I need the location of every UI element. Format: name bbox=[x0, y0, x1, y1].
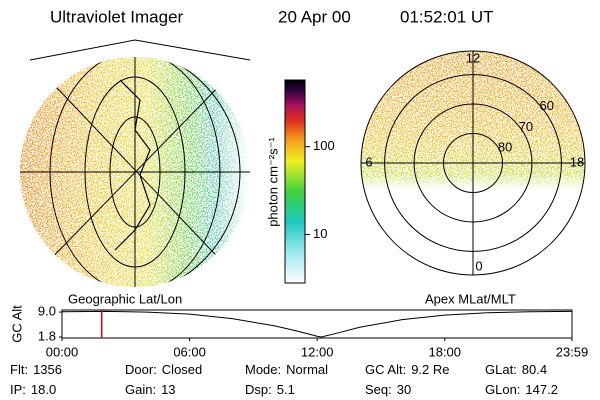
info-field: Mode: Normal bbox=[245, 362, 328, 377]
field-value: Normal bbox=[286, 362, 328, 377]
geo-grid bbox=[20, 57, 250, 287]
info-field: GLat: 80.4 bbox=[485, 362, 547, 377]
y-tick-label: 1.8 bbox=[38, 328, 56, 343]
field-label: Gain: bbox=[125, 382, 156, 397]
field-label: GLon: bbox=[485, 382, 520, 397]
y-label: GC Alt bbox=[9, 305, 24, 343]
mlt-label: 0 bbox=[475, 258, 482, 273]
field-value: 13 bbox=[161, 382, 175, 397]
info-field: GC Alt: 9.2 Re bbox=[365, 362, 450, 377]
colorbar: photon cm⁻²s⁻¹ 10 100 bbox=[265, 79, 335, 284]
field-value: 147.2 bbox=[525, 382, 558, 397]
field-value: 18.0 bbox=[31, 382, 56, 397]
colorbar-tick-label: 10 bbox=[313, 226, 327, 241]
info-field: IP: 18.0 bbox=[10, 382, 56, 397]
field-value: 5.1 bbox=[277, 382, 295, 397]
mlt-label: 18 bbox=[570, 154, 584, 169]
field-value: Closed bbox=[162, 362, 202, 377]
field-label: Flt: bbox=[10, 362, 28, 377]
earth-image bbox=[20, 39, 251, 287]
info-field: Seq: 30 bbox=[365, 382, 411, 397]
field-value: 9.2 Re bbox=[411, 362, 449, 377]
x-tick-label: 00:00 bbox=[46, 344, 79, 359]
info-field: Flt: 1356 bbox=[10, 362, 62, 377]
x-tick-label: 23:59 bbox=[556, 344, 589, 359]
field-label: Dsp: bbox=[245, 382, 272, 397]
colorbar-ramp bbox=[284, 79, 306, 284]
info-field: GLon: 147.2 bbox=[485, 382, 558, 397]
info-field: Door: Closed bbox=[125, 362, 202, 377]
field-label: GLat: bbox=[485, 362, 517, 377]
right-label: Apex MLat/MLT bbox=[425, 291, 516, 306]
field-value: 1356 bbox=[33, 362, 62, 377]
left-label: Geographic Lat/Lon bbox=[68, 291, 182, 306]
colorbar-label: photon cm⁻²s⁻¹ bbox=[265, 137, 280, 227]
y-tick-label: 9.0 bbox=[38, 304, 56, 319]
info-field: Gain: 13 bbox=[125, 382, 176, 397]
field-label: Mode: bbox=[245, 362, 281, 377]
x-tick-label: 12:00 bbox=[301, 344, 334, 359]
field-label: Seq: bbox=[365, 382, 392, 397]
lat-label: 80 bbox=[498, 140, 512, 155]
instrument: Ultraviolet Imager bbox=[50, 7, 184, 26]
lat-label: 60 bbox=[540, 98, 554, 113]
field-label: GC Alt: bbox=[365, 362, 406, 377]
x-tick-label: 18:00 bbox=[428, 344, 461, 359]
time: 01:52:01 UT bbox=[400, 7, 494, 26]
x-tick-label: 06:00 bbox=[173, 344, 206, 359]
field-value: 30 bbox=[397, 382, 411, 397]
altitude-curve bbox=[61, 310, 573, 338]
date: 20 Apr 00 bbox=[278, 7, 351, 26]
mlt-label: 12 bbox=[466, 50, 480, 65]
lat-label: 70 bbox=[519, 119, 533, 134]
colorbar-tick-label: 100 bbox=[313, 138, 335, 153]
field-value: 80.4 bbox=[522, 362, 547, 377]
timeline-frame bbox=[61, 309, 573, 339]
info-field: Dsp: 5.1 bbox=[245, 382, 295, 397]
field-label: Door: bbox=[125, 362, 157, 377]
field-label: IP: bbox=[10, 382, 26, 397]
mlt-label: 6 bbox=[365, 154, 372, 169]
timeline: Geographic Lat/Lon Apex MLat/MLT GC Alt … bbox=[9, 291, 588, 359]
